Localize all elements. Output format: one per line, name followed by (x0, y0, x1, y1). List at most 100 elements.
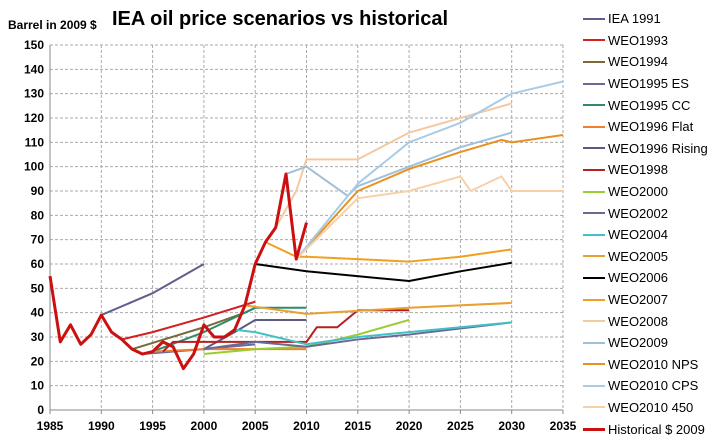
legend-label: WEO2010 NPS (608, 356, 699, 372)
legend-item: WEO2002 (583, 202, 708, 224)
y-tick-label: 80 (31, 208, 45, 222)
legend: IEA 1991 WEO1993 WEO1994 WEO1995 ES WEO1995 … (583, 8, 708, 440)
y-tick-label: 110 (25, 135, 45, 149)
legend-label: WEO1998 (608, 162, 668, 178)
y-tick-label: 0 (37, 403, 44, 417)
legend-label: WEO2002 (608, 205, 668, 221)
legend-swatch (583, 82, 605, 85)
y-tick-label: 10 (31, 379, 45, 393)
x-tick-label: 1990 (88, 419, 115, 433)
legend-item: Historical $ 2009 (583, 418, 708, 440)
series-line-weo2009 (285, 131, 512, 197)
legend-item: WEO2005 (583, 246, 708, 268)
legend-swatch (583, 406, 605, 409)
legend-item: WEO1996 Flat (583, 116, 708, 138)
x-tick-label: 2005 (242, 419, 269, 433)
series-line-weo2005 (244, 301, 512, 315)
legend-swatch (583, 60, 605, 63)
series-line-weo2002 (203, 321, 512, 351)
series-line-weo1996-rising (203, 318, 307, 351)
legend-label: WEO2007 (608, 292, 668, 308)
x-tick-label: 2000 (191, 419, 218, 433)
y-tick-label: 120 (24, 111, 44, 125)
y-tick-label: 20 (31, 354, 45, 368)
legend-label: WEO2004 (608, 227, 668, 243)
legend-label: WEO2010 450 (608, 399, 694, 415)
series-line-iea-1991 (100, 263, 205, 317)
legend-label: WEO2009 (608, 335, 668, 351)
y-tick-label: 130 (24, 87, 44, 101)
legend-label: WEO1995 CC (608, 97, 691, 113)
legend-item: WEO2009 (583, 332, 708, 354)
legend-item: WEO2008 (583, 310, 708, 332)
x-tick-label: 1985 (37, 419, 64, 433)
legend-swatch (583, 190, 605, 193)
y-tick-label: 150 (24, 38, 44, 52)
x-tick-label: 1995 (139, 419, 166, 433)
legend-label: Historical $ 2009 (608, 421, 705, 437)
legend-label: WEO2008 (608, 313, 668, 329)
legend-label: IEA 1991 (608, 11, 661, 27)
y-tick-label: 30 (31, 330, 45, 344)
chart-title: IEA oil price scenarios vs historical (111, 8, 449, 30)
y-tick-label: 90 (31, 184, 45, 198)
legend-label: WEO1996 Rising (608, 140, 708, 156)
x-tick-label: 2010 (293, 419, 320, 433)
legend-label: WEO2000 (608, 184, 668, 200)
series-line-weo1993 (121, 300, 256, 341)
legend-swatch (583, 255, 605, 258)
legend-item: WEO2007 (583, 289, 708, 311)
legend-label: WEO1994 (608, 54, 668, 70)
legend-item: WEO2010 450 (583, 397, 708, 419)
series-line-weo1998 (162, 309, 410, 353)
series-line-weo2008 (274, 102, 512, 228)
legend-item: WEO1996 Rising (583, 138, 708, 160)
legend-swatch (583, 212, 605, 215)
legend-swatch (583, 39, 605, 42)
y-axis-label: Barrel in 2009 $ (8, 18, 97, 32)
series-line-weo2010-450 (295, 175, 563, 260)
legend-label: WEO1996 Flat (608, 119, 694, 135)
legend-item: WEO2006 (583, 267, 708, 289)
y-tick-label: 60 (31, 257, 45, 271)
y-tick-label: 50 (31, 281, 45, 295)
legend-swatch (583, 147, 605, 150)
y-tick-label: 40 (31, 306, 45, 320)
y-tick-label: 140 (24, 62, 44, 76)
legend-item: WEO1994 (583, 51, 708, 73)
legend-item: WEO1998 (583, 159, 708, 181)
legend-swatch (583, 233, 605, 236)
legend-label: WEO2006 (608, 270, 668, 286)
x-tick-label: 2030 (498, 419, 525, 433)
series-line-weo2010-nps (295, 134, 564, 260)
legend-item: WEO2010 CPS (583, 375, 708, 397)
legend-label: WEO1993 (608, 32, 668, 48)
legend-swatch (583, 298, 605, 301)
legend-swatch (583, 104, 605, 107)
x-tick-label: 2025 (447, 419, 474, 433)
legend-swatch (583, 341, 605, 344)
legend-item: WEO2004 (583, 224, 708, 246)
legend-swatch (583, 384, 605, 387)
legend-item: WEO2010 NPS (583, 354, 708, 376)
series-line-weo2007 (265, 241, 512, 263)
y-tick-label: 70 (31, 233, 45, 247)
legend-item: WEO2000 (583, 181, 708, 203)
legend-swatch (583, 125, 605, 128)
legend-item: IEA 1991 (583, 8, 708, 30)
legend-swatch (583, 276, 605, 279)
legend-item: WEO1993 (583, 30, 708, 52)
x-tick-label: 2020 (396, 419, 423, 433)
series-line-weo2006 (255, 261, 512, 283)
legend-label: WEO1995 ES (608, 76, 689, 92)
x-tick-label: 2035 (550, 419, 577, 433)
legend-swatch (583, 427, 605, 431)
series-line-weo2010-cps (295, 80, 564, 260)
series-line-weo2004 (234, 321, 512, 346)
legend-swatch (583, 17, 605, 20)
x-tick-label: 2015 (344, 419, 371, 433)
legend-label: WEO2010 CPS (608, 378, 699, 394)
legend-swatch (583, 363, 605, 366)
